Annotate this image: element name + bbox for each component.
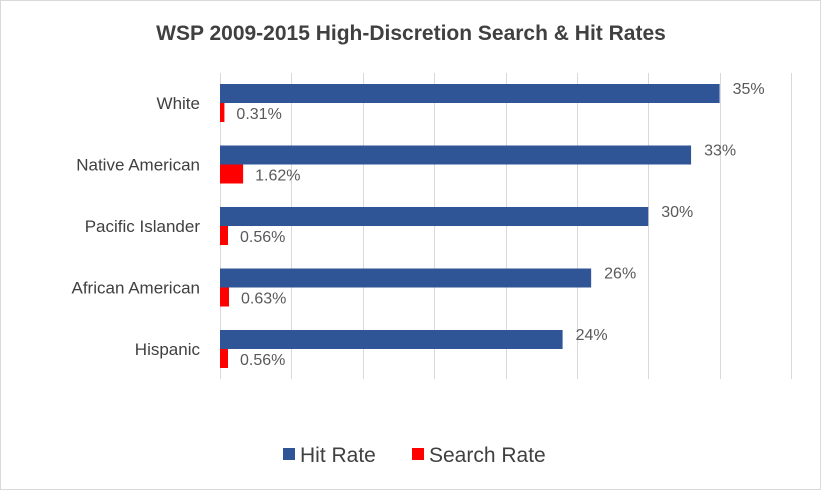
hit-rate-data-label: 35% xyxy=(733,81,765,98)
search-rate-bar xyxy=(220,349,228,368)
hit-rate-data-label: 30% xyxy=(661,204,693,221)
hit-rate-data-label: 33% xyxy=(704,143,736,160)
hit-rate-bar xyxy=(220,145,692,165)
legend-label: Search Rate xyxy=(429,444,546,467)
chart-title: WSP 2009-2015 High-Discretion Search & H… xyxy=(156,22,666,45)
legend: Hit Rate Search Rate xyxy=(283,444,546,467)
search-rate-data-label: 0.63% xyxy=(241,291,286,308)
legend-swatch xyxy=(412,448,424,460)
search-rate-data-label: 0.31% xyxy=(236,106,281,123)
category-label: Hispanic xyxy=(135,340,201,359)
hit-rate-bar xyxy=(220,330,563,349)
hit-rate-bar xyxy=(220,268,592,288)
category-label: African American xyxy=(72,279,201,298)
label-marks: White 35% 0.31% Native American 33% 1.62% Paci… xyxy=(72,81,765,369)
search-rate-bar xyxy=(220,103,225,122)
hit-rate-data-label: 26% xyxy=(604,266,636,283)
search-rate-bar xyxy=(220,164,244,184)
search-rate-data-label: 0.56% xyxy=(240,229,285,246)
hit-rate-bar xyxy=(220,84,720,103)
bar-marks xyxy=(220,84,720,368)
search-rate-bar xyxy=(220,226,228,245)
search-rate-data-label: 0.56% xyxy=(240,352,285,369)
hit-rate-bar xyxy=(220,207,649,226)
legend-label: Hit Rate xyxy=(300,444,376,467)
category-label: Pacific Islander xyxy=(85,217,201,236)
search-rate-bar xyxy=(220,287,229,307)
category-label: White xyxy=(157,94,200,113)
search-rate-data-label: 1.62% xyxy=(255,168,300,185)
category-label: Native American xyxy=(76,156,200,175)
hit-rate-data-label: 24% xyxy=(576,327,608,344)
legend-swatch xyxy=(283,448,295,460)
